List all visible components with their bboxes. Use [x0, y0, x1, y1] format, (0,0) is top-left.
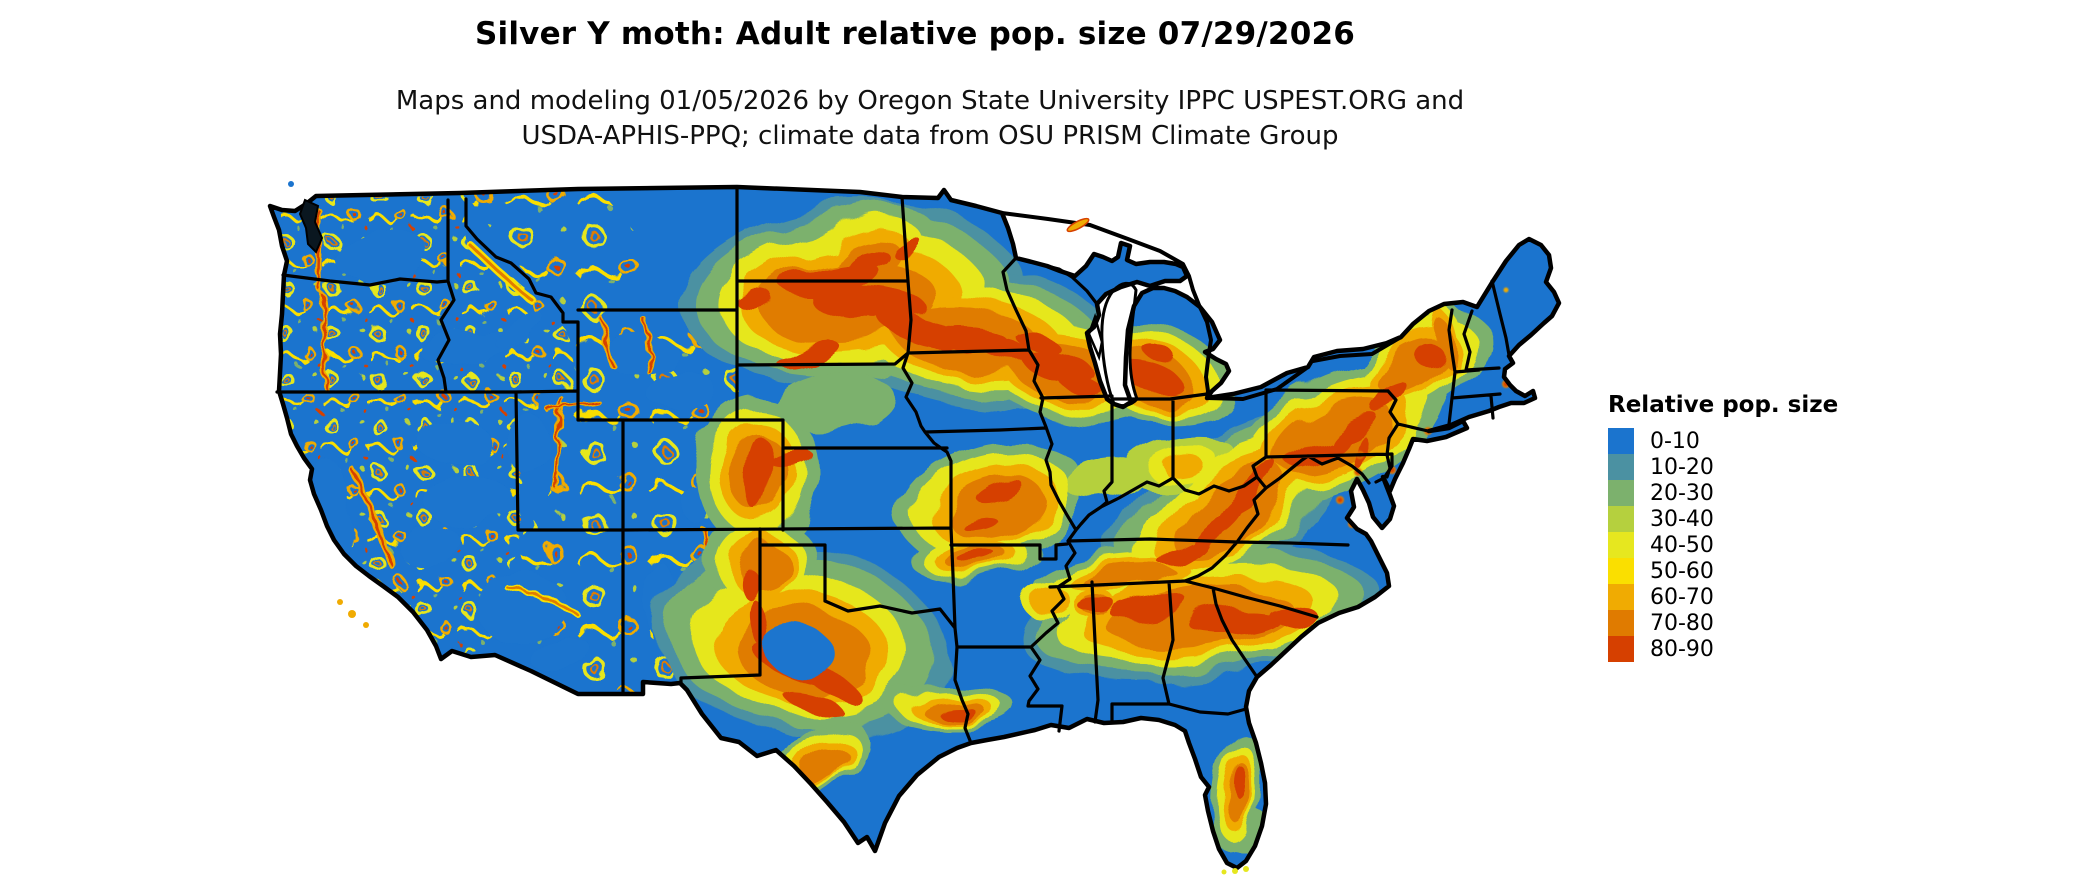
- legend-swatch: [1608, 454, 1634, 480]
- legend-title: Relative pop. size: [1608, 392, 1839, 418]
- legend-swatch: [1608, 558, 1634, 584]
- legend-item-label: 10-20: [1650, 454, 1714, 480]
- legend-swatch: [1608, 480, 1634, 506]
- subtitle-line-1: Maps and modeling 01/05/2026 by Oregon S…: [395, 86, 1465, 116]
- legend-swatch: [1608, 428, 1634, 454]
- legend-item-label: 40-50: [1650, 532, 1714, 558]
- legend-item-label: 30-40: [1650, 506, 1714, 532]
- map-details: [288, 181, 1249, 875]
- legend-item: 20-30: [1608, 480, 1922, 506]
- subtitle-line-2: USDA-APHIS-PPQ; climate data from OSU PR…: [521, 121, 1339, 151]
- isle-royale: [1066, 217, 1090, 233]
- legend-item: 60-70: [1608, 584, 1922, 610]
- florida-keys-speck: [1232, 868, 1238, 874]
- legend-item-label: 60-70: [1650, 584, 1714, 610]
- legend-item: 70-80: [1608, 610, 1922, 636]
- legend-item: 10-20: [1608, 454, 1922, 480]
- map-legend: Relative pop. size 0-10 10-20 20-30 30-40 40…: [1602, 392, 1922, 662]
- legend-item: 40-50: [1608, 532, 1922, 558]
- legend-swatch: [1608, 584, 1634, 610]
- legend-item-label: 20-30: [1650, 480, 1714, 506]
- legend-item: 30-40: [1608, 506, 1922, 532]
- legend-item: 0-10: [1608, 428, 1922, 454]
- us-outline: [267, 184, 1562, 871]
- page-title: Silver Y moth: Adult relative pop. size …: [474, 16, 1355, 52]
- legend-item: 80-90: [1608, 636, 1922, 662]
- legend-swatch: [1608, 610, 1634, 636]
- legend-item: 50-60: [1608, 558, 1922, 584]
- legend-item-label: 0-10: [1650, 428, 1700, 454]
- legend-item-label: 50-60: [1650, 558, 1714, 584]
- legend-item-label: 70-80: [1650, 610, 1714, 636]
- legend-swatch: [1608, 532, 1634, 558]
- legend-swatch: [1608, 506, 1634, 532]
- lake-michigan: [1100, 281, 1139, 408]
- puget-sound: [298, 198, 324, 254]
- florida-keys-speck: [1221, 869, 1227, 875]
- international-border-through-lakes: [1000, 211, 1403, 401]
- legend-item-label: 80-90: [1650, 636, 1714, 662]
- legend-rows: 0-10 10-20 20-30 30-40 40-50 50-60 60-70 70-80 8…: [1608, 428, 1922, 662]
- page-subtitle: Maps and modeling 01/05/2026 by Oregon S…: [90, 84, 1770, 154]
- florida-keys-speck: [1243, 866, 1249, 872]
- legend-swatch: [1608, 636, 1634, 662]
